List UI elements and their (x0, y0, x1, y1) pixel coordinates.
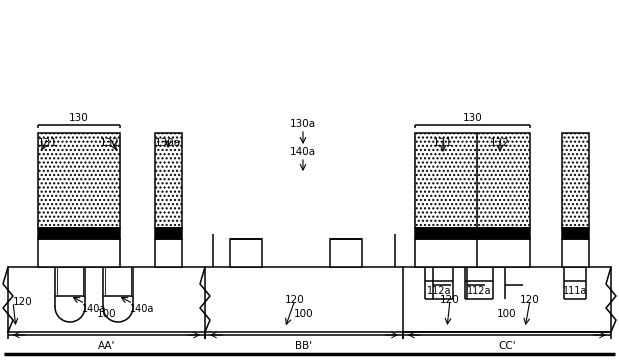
Text: 130a: 130a (155, 138, 181, 148)
Text: 130: 130 (462, 113, 482, 123)
Text: 112a: 112a (426, 286, 451, 296)
Text: 131: 131 (433, 138, 453, 148)
Text: 100: 100 (97, 309, 116, 319)
Bar (38, 228, 120, 239)
Text: BB': BB' (295, 341, 313, 351)
Text: 132: 132 (100, 138, 120, 148)
Bar (330, 239, 362, 267)
Bar (562, 133, 589, 228)
Bar (230, 239, 262, 267)
Text: 120: 120 (520, 295, 540, 305)
Bar (38, 239, 120, 267)
Bar (38, 133, 120, 228)
Bar (415, 133, 530, 228)
Bar (403, 267, 611, 332)
Bar (155, 228, 182, 239)
Text: 140a: 140a (130, 304, 154, 313)
Text: 120: 120 (285, 295, 305, 305)
Text: AA': AA' (98, 341, 115, 351)
Bar (415, 239, 530, 267)
Text: 140a: 140a (82, 304, 106, 313)
Text: 130a: 130a (290, 119, 316, 129)
Bar (155, 133, 182, 228)
Bar (8, 267, 205, 332)
Bar (155, 239, 182, 267)
Text: 100: 100 (497, 309, 517, 319)
Bar (415, 228, 530, 239)
Text: 131: 131 (38, 138, 58, 148)
Text: CC': CC' (498, 341, 516, 351)
Text: 130: 130 (69, 113, 89, 123)
Text: 140a: 140a (290, 147, 316, 157)
Text: 100: 100 (294, 309, 314, 319)
Text: 120: 120 (440, 295, 460, 305)
Bar (562, 228, 589, 239)
Text: 111a: 111a (563, 286, 587, 296)
Bar (562, 239, 589, 267)
Text: 120: 120 (13, 297, 33, 307)
Text: 132: 132 (490, 138, 510, 148)
Text: 112a: 112a (467, 286, 491, 296)
